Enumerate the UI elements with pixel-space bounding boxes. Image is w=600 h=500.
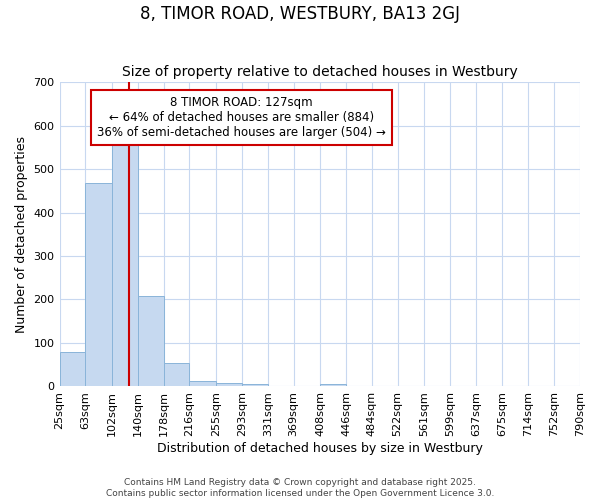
- Y-axis label: Number of detached properties: Number of detached properties: [15, 136, 28, 333]
- Bar: [138, 296, 164, 386]
- Bar: [242, 384, 268, 386]
- Bar: [112, 143, 138, 386]
- Text: 8 TIMOR ROAD: 127sqm
← 64% of detached houses are smaller (884)
36% of semi-deta: 8 TIMOR ROAD: 127sqm ← 64% of detached h…: [97, 96, 386, 139]
- Bar: [216, 384, 242, 386]
- Text: Contains HM Land Registry data © Crown copyright and database right 2025.
Contai: Contains HM Land Registry data © Crown c…: [106, 478, 494, 498]
- Text: 8, TIMOR ROAD, WESTBURY, BA13 2GJ: 8, TIMOR ROAD, WESTBURY, BA13 2GJ: [140, 5, 460, 23]
- Bar: [320, 384, 346, 386]
- Bar: [164, 362, 190, 386]
- Title: Size of property relative to detached houses in Westbury: Size of property relative to detached ho…: [122, 66, 518, 80]
- Bar: [59, 352, 85, 386]
- X-axis label: Distribution of detached houses by size in Westbury: Distribution of detached houses by size …: [157, 442, 483, 455]
- Bar: [190, 381, 216, 386]
- Bar: [85, 184, 112, 386]
